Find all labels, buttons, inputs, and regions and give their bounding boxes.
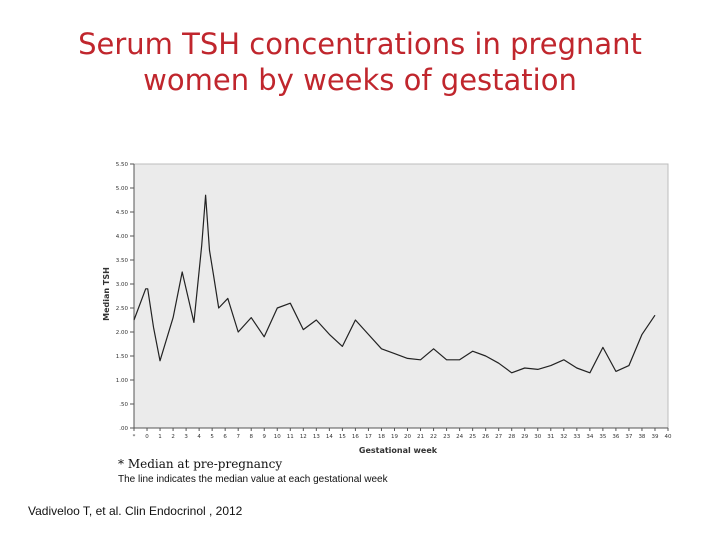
x-tick-label: 40 xyxy=(665,434,672,440)
y-tick-label: 2.50 xyxy=(116,306,129,312)
x-tick-label: 11 xyxy=(287,434,294,440)
x-tick-label: 21 xyxy=(417,434,424,440)
x-tick-label: 2 xyxy=(171,434,175,440)
x-tick-label: 24 xyxy=(456,434,463,440)
y-tick-label: 4.50 xyxy=(116,210,129,216)
y-tick-label: 5.50 xyxy=(116,162,129,168)
x-tick-label: * xyxy=(133,434,136,440)
tsh-line-chart: .00 .50 1.00 1.50 2.00 2.50 3.00 3.50 4.00 4.50 5.… xyxy=(98,156,674,462)
x-tick-label: 25 xyxy=(469,434,476,440)
x-tick-label: 17 xyxy=(365,434,372,440)
x-tick-label: 5 xyxy=(210,434,214,440)
x-tick-label: 15 xyxy=(339,434,346,440)
plot-area xyxy=(133,163,669,429)
x-tick-label: 9 xyxy=(262,434,266,440)
x-tick-label: 16 xyxy=(352,434,359,440)
title-line-2: women by weeks of gestation xyxy=(143,63,577,97)
x-tick-label: 12 xyxy=(300,434,307,440)
y-tick-label: .00 xyxy=(119,426,128,432)
x-tick-label: 20 xyxy=(404,434,411,440)
y-tick-label: 5.00 xyxy=(116,186,129,192)
y-axis-label: Median TSH xyxy=(102,267,111,321)
x-tick-label: 27 xyxy=(495,434,502,440)
y-tick-label: 3.50 xyxy=(116,258,129,264)
pre-pregnancy-note: * Median at pre-pregnancy xyxy=(118,457,283,471)
y-tick-label: .50 xyxy=(119,402,128,408)
x-tick-label: 10 xyxy=(274,434,281,440)
x-tick-label: 23 xyxy=(443,434,450,440)
x-tick-label: 32 xyxy=(560,434,567,440)
citation: Vadiveloo T, et al. Clin Endocrinol , 20… xyxy=(28,504,243,518)
x-axis-label: Gestational week xyxy=(359,446,438,455)
title-line-1: Serum TSH concentrations in pregnant xyxy=(78,27,642,61)
x-tick-label: 37 xyxy=(625,434,632,440)
chart-svg: .00 .50 1.00 1.50 2.00 2.50 3.00 3.50 4.00 4.50 5.… xyxy=(102,162,672,455)
x-tick-label: 18 xyxy=(378,434,385,440)
x-tick-label: 13 xyxy=(313,434,320,440)
x-tick-label: 19 xyxy=(391,434,398,440)
x-tick-label: 8 xyxy=(249,434,253,440)
line-explanation-note: The line indicates the median value at e… xyxy=(118,474,388,485)
x-tick-label: 36 xyxy=(612,434,619,440)
x-tick-label: 39 xyxy=(651,434,658,440)
x-tick-label: 3 xyxy=(184,434,188,440)
x-tick-label: 7 xyxy=(236,434,240,440)
x-tick-label: 22 xyxy=(430,434,437,440)
x-tick-label: 38 xyxy=(638,434,645,440)
x-tick-label: 29 xyxy=(521,434,528,440)
x-tick-label: 1 xyxy=(158,434,162,440)
x-tick-label: 26 xyxy=(482,434,489,440)
x-tick-label: 6 xyxy=(223,434,227,440)
x-tick-label: 33 xyxy=(573,434,580,440)
y-tick-label: 4.00 xyxy=(116,234,129,240)
x-tick-label: 28 xyxy=(508,434,515,440)
y-tick-label: 1.00 xyxy=(116,378,129,384)
x-tick-label: 14 xyxy=(326,434,333,440)
x-tick-label: 35 xyxy=(599,434,606,440)
x-tick-label: 30 xyxy=(534,434,541,440)
y-tick-label: 3.00 xyxy=(116,282,129,288)
x-tick-label: 0 xyxy=(145,434,149,440)
x-tick-label: 34 xyxy=(586,434,593,440)
y-tick-label: 2.00 xyxy=(116,330,129,336)
x-tick-label: 31 xyxy=(547,434,554,440)
x-tick-label: 4 xyxy=(197,434,201,440)
slide-title: Serum TSH concentrations in pregnant wom… xyxy=(60,26,660,98)
median-tsh-line xyxy=(133,194,656,374)
y-tick-label: 1.50 xyxy=(116,354,129,360)
